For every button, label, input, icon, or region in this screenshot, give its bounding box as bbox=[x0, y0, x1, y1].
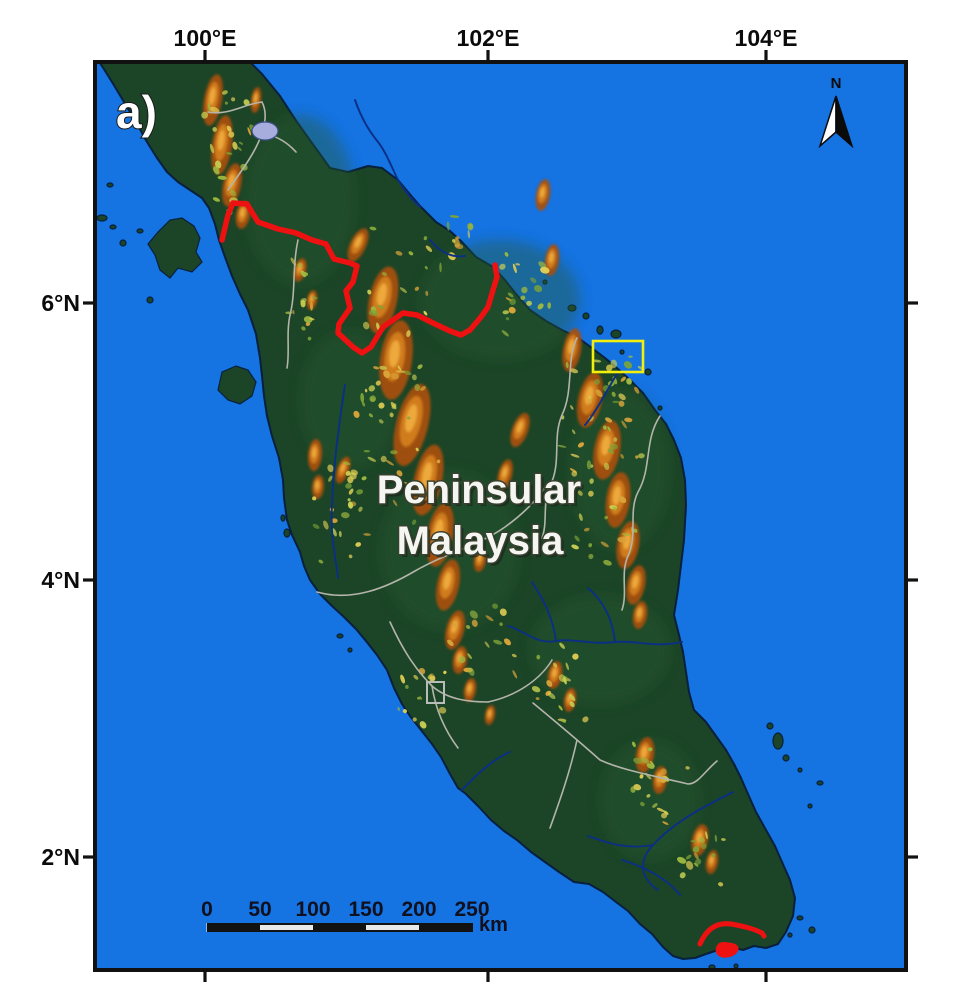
scale-tick-200: 200 bbox=[401, 898, 436, 921]
study-area-box-yellow bbox=[591, 339, 645, 374]
islands bbox=[97, 182, 824, 968]
state-boundaries bbox=[207, 101, 718, 829]
panel-label: a) bbox=[116, 86, 157, 138]
penang-island bbox=[217, 365, 257, 405]
scale-bar: 0 50 100 150 200 250 km bbox=[201, 898, 508, 936]
scale-unit-label: km bbox=[479, 914, 508, 936]
langkawi-island bbox=[147, 217, 203, 279]
lat-label-4n: 4°N bbox=[41, 567, 80, 593]
lat-label-2n: 2°N bbox=[41, 844, 80, 870]
lat-label-6n: 6°N bbox=[41, 290, 80, 316]
region-label-shadow-2: Malaysia bbox=[400, 522, 568, 566]
thailand-border-red-line bbox=[219, 200, 500, 356]
map-frame bbox=[93, 60, 908, 972]
rivers bbox=[330, 99, 734, 896]
graticule-ticks bbox=[83, 50, 918, 982]
scale-tick-0: 0 bbox=[201, 898, 213, 921]
scale-tick-250: 250 bbox=[454, 898, 489, 921]
scale-tick-150: 150 bbox=[348, 898, 383, 921]
study-area-box-gray bbox=[426, 681, 445, 704]
scale-tick-100: 100 bbox=[295, 898, 330, 921]
axis-labels: 100°E 102°E 104°E 6°N 4°N 2°N bbox=[41, 25, 797, 870]
scale-tick-50: 50 bbox=[248, 898, 271, 921]
lon-label-102e: 102°E bbox=[457, 25, 520, 51]
lon-label-104e: 104°E bbox=[735, 25, 798, 51]
region-label-shadow-1: Peninsular bbox=[380, 471, 585, 515]
region-label-line2: Malaysia bbox=[397, 519, 565, 563]
terrain-speckles bbox=[201, 90, 726, 887]
region-label-line1: Peninsular bbox=[377, 468, 582, 512]
north-arrow: N bbox=[818, 75, 854, 149]
lon-label-100e: 100°E bbox=[174, 25, 237, 51]
north-arrow-label: N bbox=[831, 75, 842, 92]
map-content: a) Peninsular Malaysia Peninsular Malays… bbox=[97, 64, 854, 968]
singapore-border-red bbox=[697, 921, 767, 958]
lake bbox=[251, 121, 279, 141]
